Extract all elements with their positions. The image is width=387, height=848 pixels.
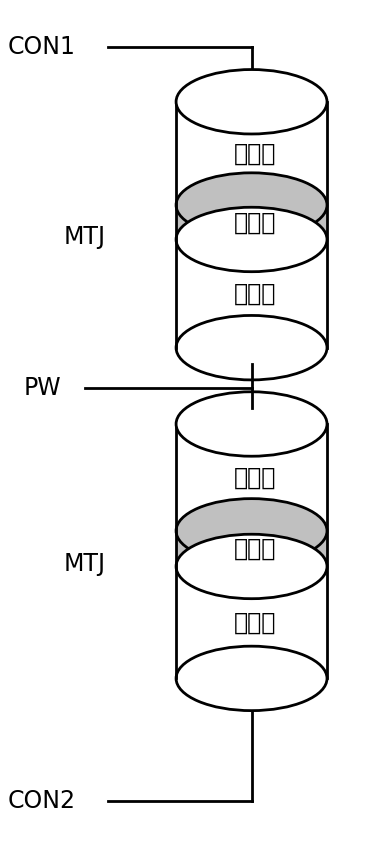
Polygon shape xyxy=(176,102,327,348)
Ellipse shape xyxy=(176,499,327,563)
Text: 固定层: 固定层 xyxy=(234,282,277,305)
Text: 自由层: 自由层 xyxy=(234,466,277,489)
Text: CON2: CON2 xyxy=(8,789,76,813)
Text: MTJ: MTJ xyxy=(64,226,106,249)
Ellipse shape xyxy=(176,646,327,711)
Text: 隔离层: 隔离层 xyxy=(234,210,277,234)
Text: CON1: CON1 xyxy=(8,35,75,59)
Text: 隔离层: 隔离层 xyxy=(234,537,277,561)
Ellipse shape xyxy=(176,70,327,134)
Ellipse shape xyxy=(176,534,327,599)
Ellipse shape xyxy=(176,392,327,456)
Text: 自由层: 自由层 xyxy=(234,142,277,165)
Ellipse shape xyxy=(176,173,327,237)
Polygon shape xyxy=(176,424,327,678)
Text: MTJ: MTJ xyxy=(64,552,106,576)
Ellipse shape xyxy=(176,315,327,380)
Text: 固定层: 固定层 xyxy=(234,611,277,634)
Text: PW: PW xyxy=(23,376,61,399)
Polygon shape xyxy=(176,531,327,566)
Polygon shape xyxy=(176,205,327,239)
Ellipse shape xyxy=(176,207,327,271)
